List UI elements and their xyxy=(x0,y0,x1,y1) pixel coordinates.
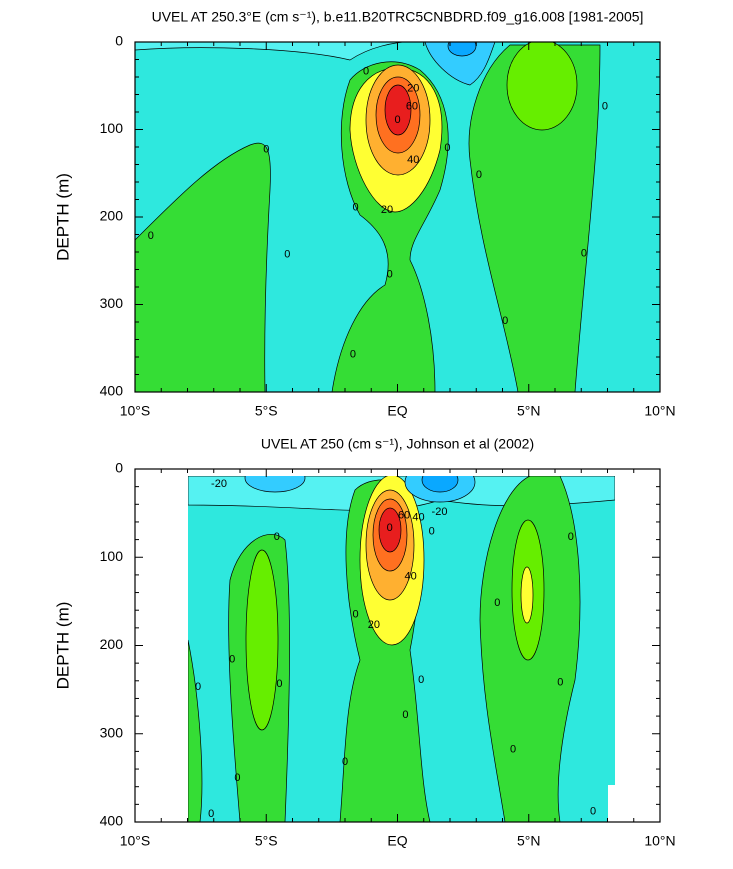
y-tick-label: 200 xyxy=(100,208,124,224)
x-tick-label: 10°N xyxy=(644,403,675,419)
contour-label: 0 xyxy=(208,808,214,820)
contour-label: 60 xyxy=(398,510,410,522)
contour-label: 0 xyxy=(590,805,596,817)
contour-label: 0 xyxy=(581,248,587,260)
contour-label: 0 xyxy=(276,678,282,690)
contour-label: 0 xyxy=(352,609,358,621)
contour-label: 20 xyxy=(368,619,380,631)
contour-label: 20 xyxy=(381,204,393,216)
contour-label: 0 xyxy=(444,142,450,154)
y-axis-label: DEPTH (m) xyxy=(53,173,72,261)
contour-label: 0 xyxy=(502,315,508,327)
y-tick-label: 300 xyxy=(100,295,124,311)
x-tick-label: 5°N xyxy=(517,833,541,849)
contour-label: 0 xyxy=(350,348,356,360)
y-tick-label: 400 xyxy=(100,813,124,829)
contour-label: 0 xyxy=(263,144,269,156)
y-tick-label: 100 xyxy=(100,120,124,136)
contour-label: 0 xyxy=(363,66,369,78)
contour-label: 0 xyxy=(352,201,358,213)
contour-label: 0 xyxy=(195,681,201,693)
y-tick-label: 100 xyxy=(100,548,124,564)
contour-label: 0 xyxy=(418,674,424,686)
contour-label: 0 xyxy=(402,709,408,721)
contour-label: 0 xyxy=(510,744,516,756)
x-tick-label: 10°N xyxy=(644,833,675,849)
x-tick-label: 10°S xyxy=(120,403,151,419)
contour-label: 0 xyxy=(148,230,154,242)
contour-label: 0 xyxy=(429,526,435,538)
contour-label: 0 xyxy=(387,269,393,281)
contour-label: 0 xyxy=(557,676,563,688)
contour-label: -20 xyxy=(432,506,448,518)
x-tick-label: 10°S xyxy=(120,833,151,849)
contour-label: 0 xyxy=(494,597,500,609)
contour-label: -20 xyxy=(211,478,227,490)
contour-label: 0 xyxy=(274,531,280,543)
y-tick-label: 200 xyxy=(100,636,124,652)
y-axis-label: DEPTH (m) xyxy=(53,602,72,690)
contour-label: 0 xyxy=(394,114,400,126)
contour-label: 0 xyxy=(234,772,240,784)
contour-fill xyxy=(135,42,660,392)
y-tick-label: 400 xyxy=(100,383,124,399)
contour-label: 0 xyxy=(387,522,393,534)
contour-label: 40 xyxy=(412,511,424,523)
chart-title: UVEL AT 250 (cm s⁻¹), Johnson et al (200… xyxy=(261,436,534,452)
contour-fill xyxy=(188,476,615,822)
x-tick-label: 5°S xyxy=(255,403,278,419)
contour-label: 20 xyxy=(407,82,419,94)
contour-label: 0 xyxy=(229,654,235,666)
contour-label: 40 xyxy=(407,154,419,166)
x-tick-label: 5°N xyxy=(517,403,541,419)
contour-label: 0 xyxy=(284,249,290,261)
x-tick-label: EQ xyxy=(387,833,407,849)
contour-label: 40 xyxy=(405,571,417,583)
x-tick-label: 5°S xyxy=(255,833,278,849)
x-tick-label: EQ xyxy=(387,403,407,419)
contour-label: 0 xyxy=(568,531,574,543)
contour-label: 0 xyxy=(476,169,482,181)
contour-label: 60 xyxy=(406,101,418,113)
y-tick-label: 0 xyxy=(115,460,123,476)
y-tick-label: 0 xyxy=(115,33,123,49)
contour-label: 0 xyxy=(342,756,348,768)
contour-label: 0 xyxy=(602,101,608,113)
chart-title: UVEL AT 250.3°E (cm s⁻¹), b.e11.B20TRC5C… xyxy=(152,9,644,25)
y-tick-label: 300 xyxy=(100,724,124,740)
